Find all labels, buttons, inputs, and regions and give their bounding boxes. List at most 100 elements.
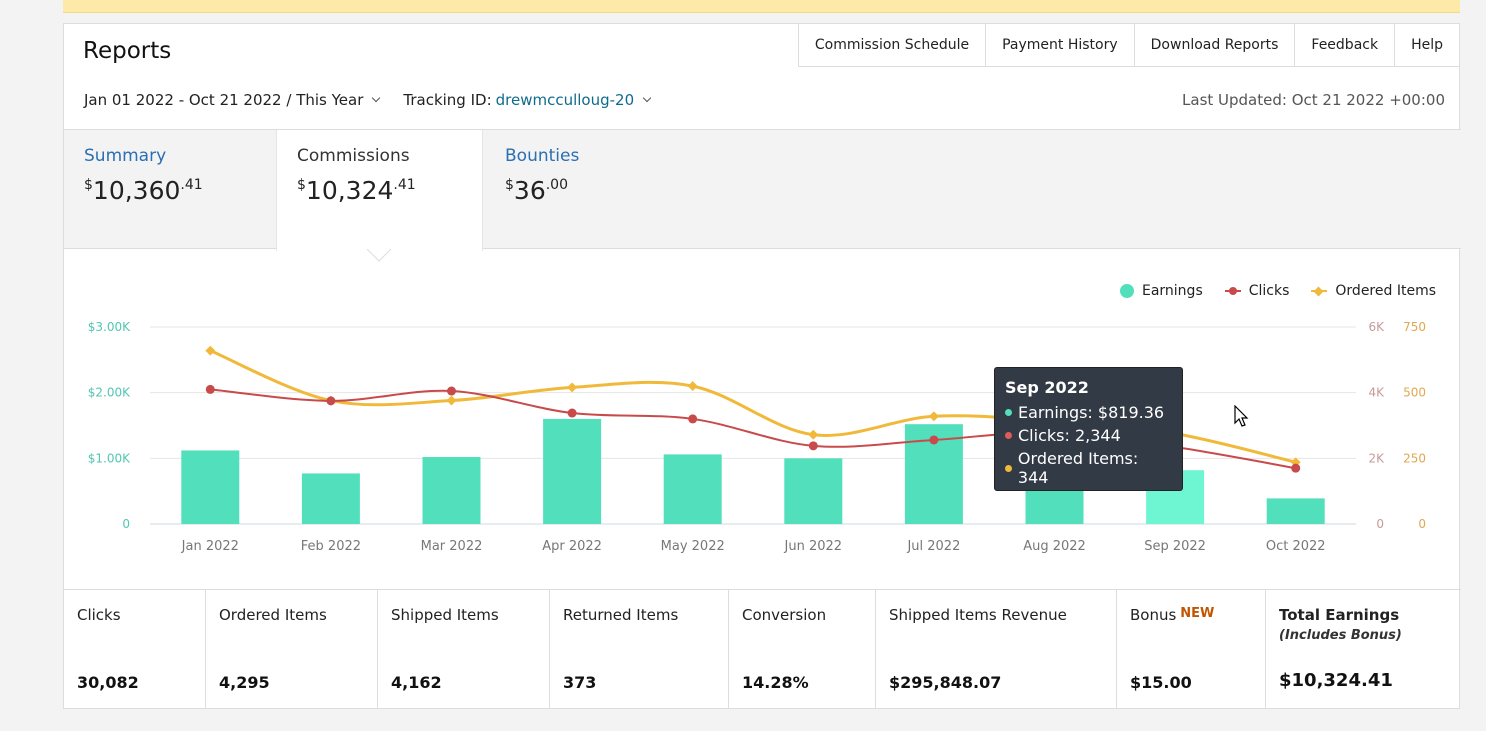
clicks-point	[929, 435, 939, 445]
tab-bounties-amount: $36.00	[505, 176, 665, 205]
page-title: Reports	[83, 38, 172, 64]
amount-cents: .41	[393, 177, 416, 193]
tab-bounties[interactable]: Bounties $36.00	[485, 130, 685, 249]
y-tick-label-left: $2.00K	[88, 386, 131, 400]
ordered-items-line-icon	[1311, 290, 1328, 292]
x-tick-label: May 2022	[661, 539, 725, 554]
stat-conversion: Conversion 14.28%	[729, 590, 876, 709]
earnings-bar	[1266, 498, 1325, 524]
clicks-point	[447, 386, 456, 396]
stat-value: $15.00	[1130, 673, 1192, 692]
y-tick-label-clicks: 0	[1376, 517, 1384, 531]
earnings-bar	[422, 457, 481, 524]
tracking-id-dropdown[interactable]: Tracking ID: drewmcculloug-20	[403, 91, 652, 109]
help-button[interactable]: Help	[1411, 37, 1443, 53]
stat-returned-items: Returned Items 373	[550, 590, 729, 709]
clicks-point	[688, 414, 698, 424]
bonus-label: Bonus	[1130, 606, 1177, 624]
tooltip-row-earnings: Earnings: $819.36	[1005, 403, 1172, 422]
legend-clicks-label: Clicks	[1248, 283, 1290, 299]
y-tick-label-left: $3.00K	[88, 320, 131, 334]
amount-cents: .41	[180, 177, 203, 193]
tracking-id-value: drewmcculloug-20	[495, 91, 635, 109]
x-tick-label: Mar 2022	[421, 539, 483, 554]
stat-value: 4,295	[219, 673, 270, 692]
stat-label: Ordered Items	[219, 606, 327, 624]
x-tick-label: Apr 2022	[542, 539, 602, 554]
y-tick-label-left: $1.00K	[88, 451, 131, 465]
tracking-id-label: Tracking ID:	[403, 91, 492, 109]
date-range-label: Jan 01 2022 - Oct 21 2022 / This Year	[84, 91, 364, 109]
clicks-point	[808, 441, 818, 451]
stat-value: $10,324.41	[1279, 670, 1393, 691]
legend-ordered-label: Ordered Items	[1335, 283, 1436, 299]
ordered-items-point	[928, 411, 939, 422]
tab-summary[interactable]: Summary $10,360.41	[64, 130, 276, 249]
tab-commissions[interactable]: Commissions $10,324.41	[276, 130, 483, 251]
tooltip-row-ordered: Ordered Items: 344	[1005, 449, 1172, 487]
stat-value: 30,082	[77, 673, 139, 692]
y-tick-label-ordered: 750	[1403, 320, 1426, 334]
stat-value: 14.28%	[742, 673, 809, 692]
stat-label: Clicks	[77, 606, 121, 624]
commission-schedule-button[interactable]: Commission Schedule	[799, 24, 987, 66]
stat-clicks: Clicks 30,082	[64, 590, 206, 709]
stat-label: Shipped Items Revenue	[889, 606, 1067, 624]
tooltip-row-clicks: Clicks: 2,344	[1005, 426, 1172, 445]
report-filters: Jan 01 2022 - Oct 21 2022 / This Year Tr…	[84, 91, 652, 109]
legend-ordered-items[interactable]: Ordered Items	[1311, 283, 1436, 299]
clicks-point	[326, 396, 336, 406]
ordered-items-point	[567, 382, 578, 393]
earnings-bar	[663, 454, 722, 524]
x-tick-label: Sep 2022	[1144, 539, 1206, 554]
stat-label: Shipped Items	[391, 606, 499, 624]
stat-value: $295,848.07	[889, 673, 1002, 692]
clicks-point	[567, 408, 577, 418]
stat-bonus: Bonus NEW $15.00	[1117, 590, 1266, 709]
legend-earnings-label: Earnings	[1141, 283, 1203, 299]
earnings-dot-icon	[1005, 409, 1012, 416]
date-range-dropdown[interactable]: Jan 01 2022 - Oct 21 2022 / This Year	[84, 91, 381, 109]
y-tick-label-clicks: 2K	[1368, 451, 1385, 465]
legend-clicks[interactable]: Clicks	[1224, 283, 1290, 299]
tab-bounties-label: Bounties	[505, 146, 580, 166]
stat-sublabel: (Includes Bonus)	[1279, 628, 1402, 643]
amount-whole: 10,360	[92, 176, 181, 205]
legend-earnings[interactable]: Earnings	[1119, 283, 1203, 299]
x-tick-label: Jul 2022	[906, 539, 960, 554]
stat-shipped-items: Shipped Items 4,162	[378, 590, 550, 709]
earnings-bar	[181, 450, 240, 524]
tooltip-earnings: Earnings: $819.36	[1018, 403, 1165, 422]
clicks-line-icon	[1224, 287, 1241, 295]
chart-legend: Earnings Clicks Ordered Items	[1098, 283, 1436, 299]
notification-banner	[63, 0, 1460, 13]
x-tick-label: Jun 2022	[784, 539, 843, 554]
ordered-items-point	[205, 345, 216, 356]
download-reports-button[interactable]: Download Reports	[1135, 24, 1296, 66]
tab-summary-amount: $10,360.41	[84, 176, 256, 205]
ordered-items-point	[446, 395, 457, 406]
currency-symbol: $	[297, 177, 306, 193]
ordered-items-point	[808, 429, 819, 440]
amount-cents: .00	[545, 177, 568, 193]
ordered-items-dot-icon	[1005, 464, 1012, 472]
y-tick-label-ordered: 250	[1403, 451, 1426, 465]
top-nav: Commission Schedule Payment History Down…	[797, 24, 1459, 67]
tab-commissions-label: Commissions	[297, 146, 410, 166]
tab-summary-label: Summary	[84, 146, 167, 166]
feedback-button[interactable]: Feedback	[1295, 24, 1396, 66]
clicks-point	[205, 384, 215, 394]
earnings-dot-icon	[1119, 284, 1134, 298]
y-tick-label-clicks: 6K	[1368, 320, 1385, 334]
stat-label: Total Earnings	[1279, 606, 1400, 624]
payment-history-button[interactable]: Payment History	[986, 24, 1135, 66]
y-tick-label-ordered: 500	[1403, 386, 1426, 400]
tooltip-clicks: Clicks: 2,344	[1018, 426, 1121, 445]
stat-label: Conversion	[742, 606, 827, 624]
report-tabs: Summary $10,360.41 Commissions $10,324.4…	[64, 129, 1461, 251]
chart-tooltip: Sep 2022 Earnings: $819.36 Clicks: 2,344…	[994, 367, 1183, 491]
x-tick-label: Aug 2022	[1023, 539, 1086, 554]
mouse-cursor-icon	[1234, 405, 1249, 427]
stats-row: Clicks 30,082 Ordered Items 4,295 Shippe…	[64, 589, 1461, 709]
clicks-dot-icon	[1005, 432, 1012, 439]
